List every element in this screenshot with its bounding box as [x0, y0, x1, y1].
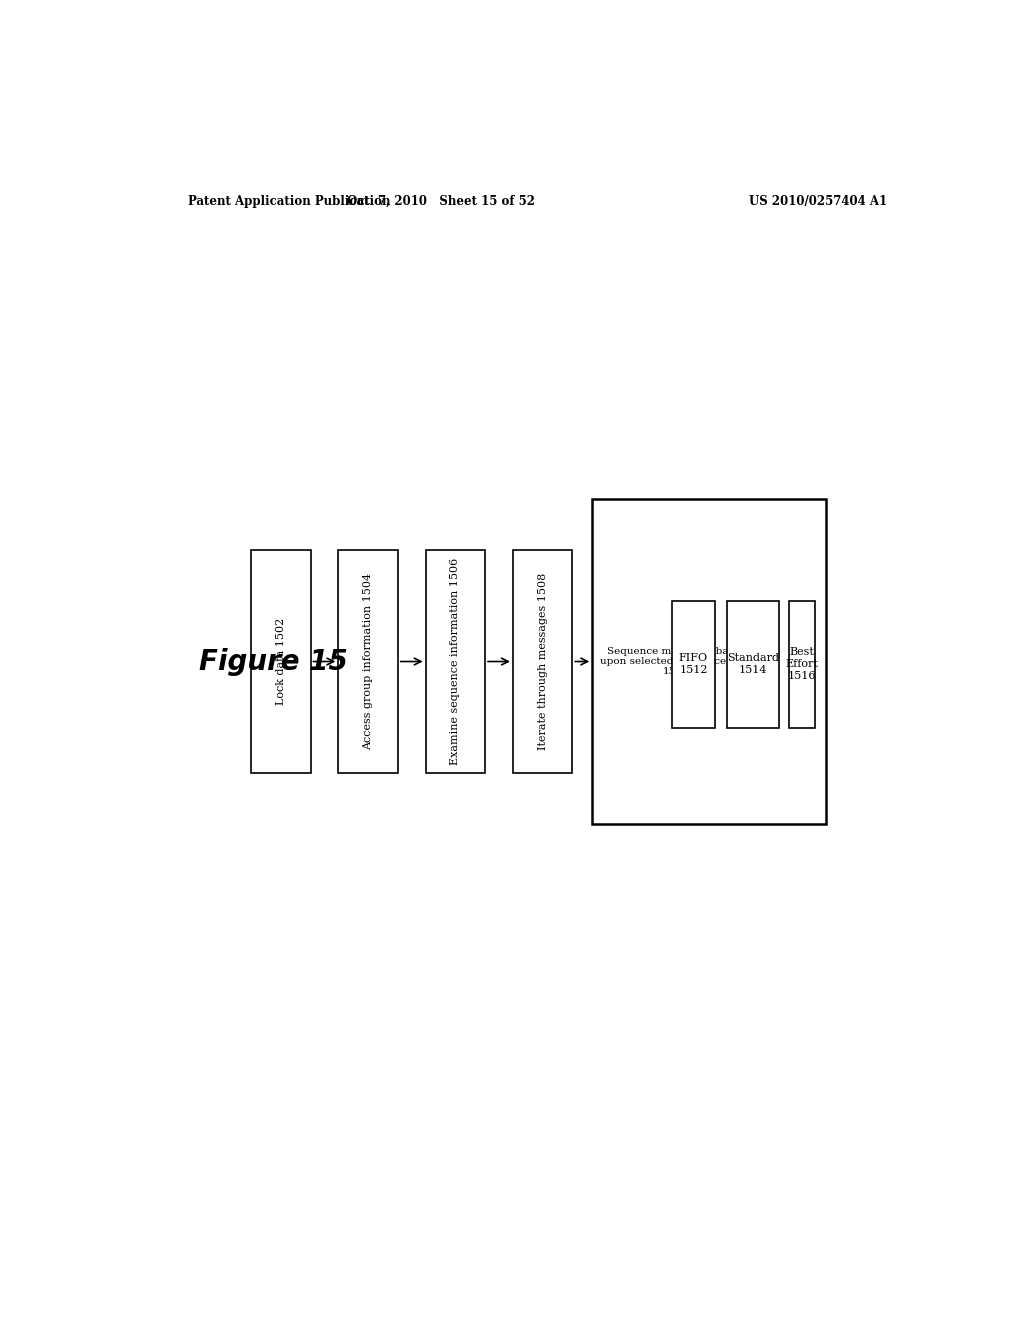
- FancyBboxPatch shape: [426, 549, 485, 774]
- Text: Iterate through messages 1508: Iterate through messages 1508: [538, 573, 548, 750]
- Text: FIFO
1512: FIFO 1512: [679, 653, 708, 675]
- FancyBboxPatch shape: [251, 549, 310, 774]
- Text: Sequence messages based
upon selected sequence type
1510: Sequence messages based upon selected se…: [600, 647, 753, 676]
- Text: Standard
1514: Standard 1514: [727, 653, 779, 675]
- Text: Patent Application Publication: Patent Application Publication: [187, 194, 390, 207]
- Text: Examine sequence information 1506: Examine sequence information 1506: [451, 558, 461, 766]
- FancyBboxPatch shape: [790, 601, 815, 727]
- FancyBboxPatch shape: [727, 601, 779, 727]
- Text: Lock data 1502: Lock data 1502: [275, 618, 286, 705]
- FancyBboxPatch shape: [338, 549, 397, 774]
- Text: Access group information 1504: Access group information 1504: [364, 573, 373, 750]
- Text: Best
Effort
1516: Best Effort 1516: [785, 647, 818, 681]
- Text: US 2010/0257404 A1: US 2010/0257404 A1: [750, 194, 888, 207]
- FancyBboxPatch shape: [592, 499, 826, 824]
- FancyBboxPatch shape: [513, 549, 572, 774]
- FancyBboxPatch shape: [672, 601, 716, 727]
- Text: Figure 15: Figure 15: [200, 648, 348, 676]
- Text: Oct. 7, 2010   Sheet 15 of 52: Oct. 7, 2010 Sheet 15 of 52: [347, 194, 536, 207]
